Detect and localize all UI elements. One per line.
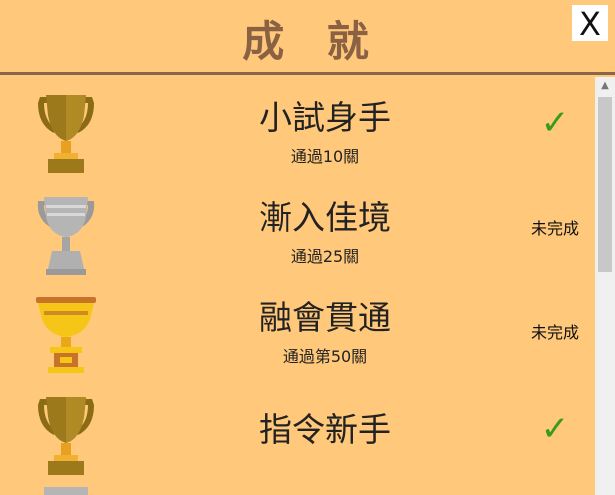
scroll-up-arrow-icon[interactable]: ▲ (601, 80, 609, 91)
silver-trophy-icon (37, 197, 95, 275)
achievement-description: 通過第50關 (282, 347, 368, 366)
page-title: 成 就 (242, 17, 383, 66)
achievement-list: 小試身手 通過10關 ✓ 漸入佳境 通過25關 未完成 (0, 77, 595, 495)
achievement-row (0, 485, 595, 495)
achievement-name: 融會貫通 (259, 298, 391, 337)
status-label: 未完成 (530, 219, 579, 238)
achievement-row: 小試身手 通過10關 ✓ (0, 77, 595, 177)
achievement-row: 指令新手 ✓ (0, 379, 595, 479)
achievement-description: 通過25關 (290, 247, 360, 266)
achievement-name: 小試身手 (259, 98, 391, 137)
scrollbar[interactable]: ▲ (595, 77, 615, 495)
header-bar: 成 就 X (0, 0, 615, 75)
achievement-row: 漸入佳境 通過25關 未完成 (0, 177, 595, 277)
bronze-trophy-icon (38, 95, 94, 173)
achievement-name: 指令新手 (259, 410, 391, 449)
scroll-thumb[interactable] (598, 97, 612, 272)
close-button[interactable]: X (572, 5, 608, 43)
silver-trophy-icon (44, 487, 88, 495)
achievement-name: 漸入佳境 (259, 198, 391, 237)
gold-trophy-icon (36, 297, 96, 373)
achievement-description: 通過10關 (290, 147, 360, 166)
achievement-row: 融會貫通 通過第50關 未完成 (0, 277, 595, 377)
completed-check-icon: ✓ (540, 103, 570, 143)
completed-check-icon: ✓ (540, 409, 570, 449)
status-label: 未完成 (530, 323, 579, 342)
bronze-trophy-icon (38, 397, 94, 475)
